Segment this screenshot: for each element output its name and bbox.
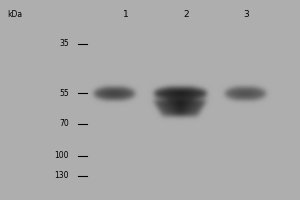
Bar xyxy=(75,14,291,190)
Text: 70: 70 xyxy=(59,119,69,129)
Text: 130: 130 xyxy=(55,171,69,180)
Text: 1: 1 xyxy=(123,10,129,19)
Text: kDa: kDa xyxy=(8,10,22,19)
Text: 100: 100 xyxy=(55,152,69,160)
Text: 3: 3 xyxy=(243,10,249,19)
Text: 55: 55 xyxy=(59,88,69,98)
Text: 2: 2 xyxy=(183,10,189,19)
Text: 35: 35 xyxy=(59,40,69,48)
